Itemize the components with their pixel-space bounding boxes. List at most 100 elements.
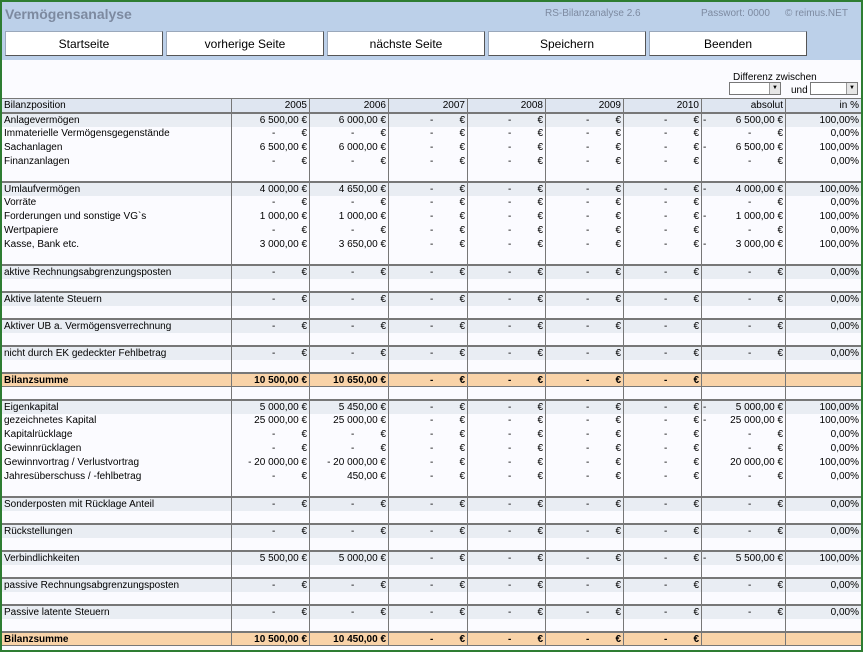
value-cell[interactable]: - € <box>623 552 701 565</box>
difference-percent[interactable]: 100,00% <box>785 141 861 155</box>
value-cell[interactable]: - € <box>623 196 701 210</box>
difference-percent[interactable] <box>785 374 861 386</box>
value-cell[interactable]: 3 650,00 € <box>309 238 388 252</box>
value-cell[interactable]: - € <box>623 633 701 645</box>
value-cell[interactable]: - € <box>388 428 467 442</box>
value-cell[interactable]: - € <box>545 141 623 155</box>
value-cell[interactable]: 4 650,00 € <box>309 183 388 196</box>
value-cell[interactable]: - € <box>545 498 623 511</box>
value-cell[interactable]: - € <box>545 442 623 456</box>
value-cell[interactable]: - € <box>623 401 701 414</box>
value-cell[interactable]: - € <box>545 606 623 619</box>
value-cell[interactable]: - € <box>467 525 545 538</box>
value-cell[interactable]: - € <box>623 525 701 538</box>
value-cell[interactable]: - € <box>309 127 388 141</box>
difference-absolute[interactable]: - € <box>701 498 785 511</box>
value-cell[interactable]: - € <box>467 428 545 442</box>
value-cell[interactable]: - € <box>231 320 309 333</box>
value-cell[interactable]: - € <box>388 442 467 456</box>
difference-percent[interactable]: 0,00% <box>785 320 861 333</box>
value-cell[interactable]: - € <box>388 183 467 196</box>
value-cell[interactable]: 10 650,00 € <box>309 374 388 386</box>
value-cell[interactable]: - € <box>467 498 545 511</box>
value-cell[interactable]: - € <box>231 224 309 238</box>
value-cell[interactable]: - € <box>388 633 467 645</box>
value-cell[interactable]: - € <box>231 606 309 619</box>
year-to-dropdown[interactable]: ▼ <box>810 82 858 95</box>
value-cell[interactable]: - € <box>309 579 388 592</box>
value-cell[interactable]: - € <box>388 210 467 224</box>
value-cell[interactable]: - € <box>388 114 467 127</box>
value-cell[interactable]: - € <box>545 114 623 127</box>
value-cell[interactable]: - € <box>545 579 623 592</box>
value-cell[interactable]: - € <box>623 414 701 428</box>
value-cell[interactable]: - € <box>231 579 309 592</box>
value-cell[interactable]: - € <box>309 266 388 279</box>
value-cell[interactable]: - € <box>545 456 623 470</box>
value-cell[interactable]: - € <box>231 525 309 538</box>
value-cell[interactable]: - € <box>231 266 309 279</box>
value-cell[interactable]: - € <box>231 196 309 210</box>
value-cell[interactable]: - € <box>388 196 467 210</box>
value-cell[interactable]: - € <box>231 293 309 306</box>
value-cell[interactable]: - € <box>467 141 545 155</box>
value-cell[interactable]: - € <box>467 196 545 210</box>
value-cell[interactable]: - € <box>388 579 467 592</box>
value-cell[interactable]: - € <box>388 525 467 538</box>
difference-absolute[interactable]: - € <box>701 127 785 141</box>
value-cell[interactable]: - € <box>231 347 309 360</box>
value-cell[interactable]: - € <box>545 127 623 141</box>
value-cell[interactable]: - € <box>388 224 467 238</box>
value-cell[interactable]: 1 000,00 € <box>231 210 309 224</box>
difference-percent[interactable]: 100,00% <box>785 210 861 224</box>
value-cell[interactable]: - € <box>545 155 623 169</box>
value-cell[interactable]: - € <box>231 498 309 511</box>
difference-percent[interactable]: 0,00% <box>785 525 861 538</box>
value-cell[interactable]: - € <box>388 606 467 619</box>
value-cell[interactable]: - 20 000,00 € <box>231 456 309 470</box>
difference-absolute[interactable]: - € <box>701 428 785 442</box>
difference-absolute[interactable] <box>701 633 785 645</box>
value-cell[interactable]: - € <box>623 606 701 619</box>
value-cell[interactable]: - € <box>623 374 701 386</box>
value-cell[interactable]: 10 450,00 € <box>309 633 388 645</box>
value-cell[interactable]: - € <box>623 238 701 252</box>
difference-absolute[interactable]: - € <box>701 525 785 538</box>
difference-percent[interactable]: 100,00% <box>785 456 861 470</box>
value-cell[interactable]: - € <box>388 498 467 511</box>
difference-percent[interactable]: 100,00% <box>785 552 861 565</box>
value-cell[interactable]: - € <box>388 347 467 360</box>
difference-percent[interactable]: 0,00% <box>785 347 861 360</box>
value-cell[interactable]: - € <box>467 320 545 333</box>
value-cell[interactable]: 6 500,00 € <box>231 141 309 155</box>
value-cell[interactable]: - € <box>467 238 545 252</box>
value-cell[interactable]: - € <box>231 428 309 442</box>
value-cell[interactable]: - € <box>545 224 623 238</box>
value-cell[interactable]: - € <box>545 470 623 484</box>
difference-absolute[interactable]: 1 000,00 € - <box>701 210 783 224</box>
value-cell[interactable]: - € <box>309 498 388 511</box>
difference-percent[interactable]: 0,00% <box>785 266 861 279</box>
value-cell[interactable]: - € <box>388 127 467 141</box>
difference-absolute[interactable]: 6 500,00 € - <box>701 141 783 155</box>
value-cell[interactable]: 6 000,00 € <box>309 114 388 127</box>
value-cell[interactable]: - € <box>545 633 623 645</box>
value-cell[interactable]: - € <box>545 525 623 538</box>
difference-absolute[interactable]: - € <box>701 320 785 333</box>
value-cell[interactable]: - € <box>388 155 467 169</box>
value-cell[interactable]: - € <box>231 442 309 456</box>
value-cell[interactable]: - € <box>467 266 545 279</box>
value-cell[interactable]: - € <box>388 374 467 386</box>
value-cell[interactable]: - € <box>309 224 388 238</box>
difference-absolute[interactable]: - € <box>701 442 785 456</box>
value-cell[interactable]: 5 000,00 € <box>309 552 388 565</box>
value-cell[interactable]: - € <box>388 141 467 155</box>
value-cell[interactable]: - € <box>623 456 701 470</box>
value-cell[interactable]: - € <box>309 320 388 333</box>
year-from-dropdown[interactable]: ▼ <box>729 82 781 95</box>
value-cell[interactable]: - € <box>467 579 545 592</box>
value-cell[interactable]: - € <box>545 293 623 306</box>
difference-absolute[interactable]: - € <box>701 266 785 279</box>
value-cell[interactable]: - € <box>388 401 467 414</box>
value-cell[interactable]: - € <box>231 470 309 484</box>
